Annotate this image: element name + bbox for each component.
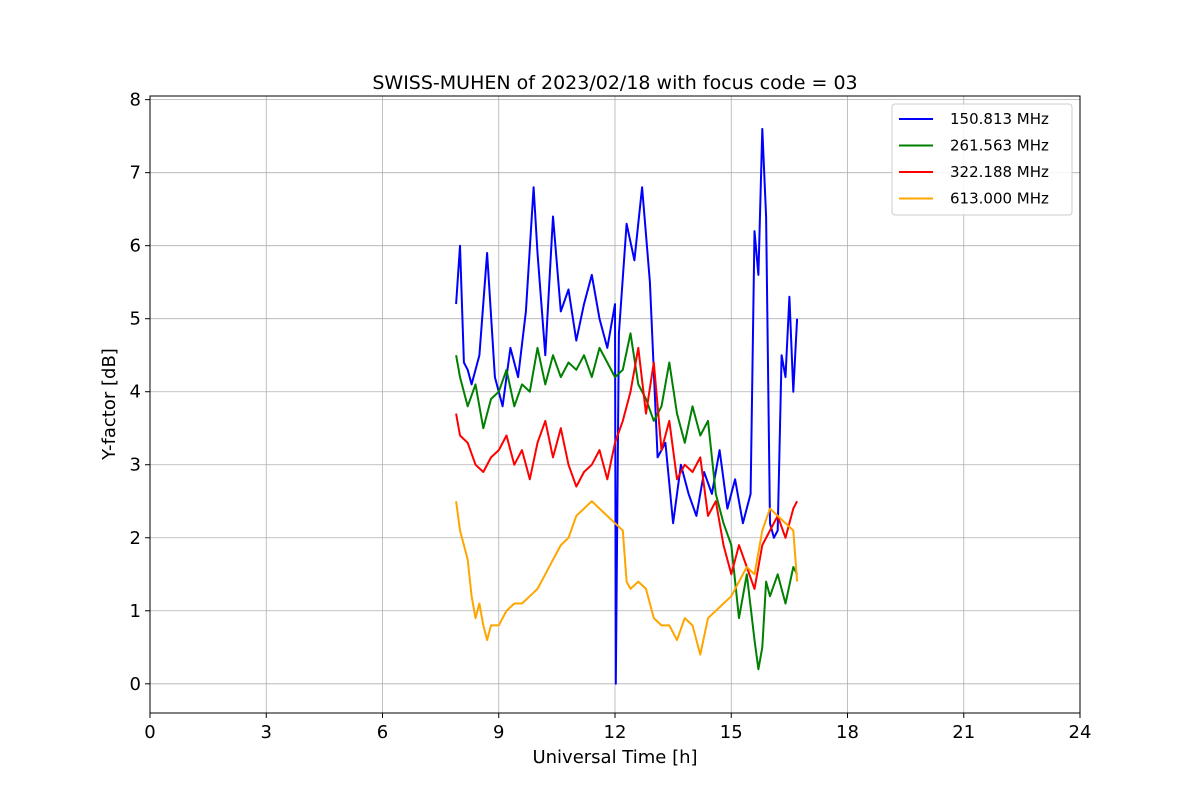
chart-title: SWISS-MUHEN of 2023/02/18 with focus cod… [372,72,857,94]
x-tick-label: 9 [493,722,504,743]
series-line-2 [455,346,798,590]
y-tick-label: 7 [130,163,141,184]
x-axis-label: Universal Time [h] [532,747,697,768]
y-axis-label: Y-factor [dB] [99,348,120,461]
legend-label: 261.563 MHz [950,137,1049,155]
y-tick-label: 6 [130,236,141,257]
x-tick-label: 24 [1069,722,1092,743]
series-line-1 [455,332,798,671]
y-tick-label: 5 [130,309,141,330]
x-tick-label: 18 [836,722,859,743]
x-tick-label: 3 [261,722,272,743]
y-tick-label: 0 [130,674,141,695]
y-tick-label: 2 [130,528,141,549]
x-axis-ticks: 0 3 6 9 12 15 18 21 24 [144,713,1091,743]
y-tick-label: 1 [130,601,141,622]
legend-label: 150.813 MHz [950,110,1049,128]
series-layer [455,127,799,685]
x-tick-label: 12 [604,722,627,743]
series-line-0 [455,127,799,685]
legend-box [891,103,1073,216]
legend-label: 322.188 MHz [950,163,1049,181]
x-tick-label: 6 [377,722,388,743]
y-tick-label: 3 [130,455,141,476]
x-tick-label: 21 [952,722,975,743]
y-axis-ticks: 0 1 2 3 4 5 6 7 8 [130,90,150,695]
y-tick-label: 4 [130,382,141,403]
legend-label: 613.000 MHz [950,190,1049,208]
x-tick-label: 0 [144,722,155,743]
legend: 150.813 MHz 261.563 MHz 322.188 MHz 613.000… [891,103,1073,216]
y-tick-label: 8 [130,90,141,111]
x-tick-label: 15 [720,722,743,743]
series-line-3 [455,500,799,656]
